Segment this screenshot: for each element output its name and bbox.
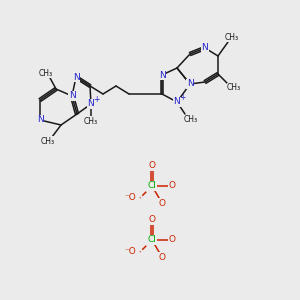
Text: N: N bbox=[202, 44, 208, 52]
Text: +: + bbox=[179, 92, 185, 101]
Text: ⁻O: ⁻O bbox=[124, 194, 136, 202]
Text: Cl: Cl bbox=[148, 182, 156, 190]
Text: O: O bbox=[148, 161, 155, 170]
Text: N: N bbox=[73, 73, 80, 82]
Text: O: O bbox=[158, 199, 166, 208]
Text: CH₃: CH₃ bbox=[227, 83, 241, 92]
Text: N: N bbox=[159, 70, 165, 80]
Text: O: O bbox=[148, 215, 155, 224]
Text: ⁻O: ⁻O bbox=[124, 248, 136, 256]
Text: N: N bbox=[37, 116, 44, 124]
Text: O: O bbox=[158, 253, 166, 262]
Text: O: O bbox=[169, 236, 176, 244]
Text: N: N bbox=[187, 80, 194, 88]
Text: O: O bbox=[169, 182, 176, 190]
Text: CH₃: CH₃ bbox=[184, 116, 198, 124]
Text: Cl: Cl bbox=[148, 236, 156, 244]
Text: N: N bbox=[88, 100, 94, 109]
Text: N: N bbox=[174, 98, 180, 106]
Text: N: N bbox=[69, 92, 75, 100]
Text: CH₃: CH₃ bbox=[41, 136, 55, 146]
Text: CH₃: CH₃ bbox=[39, 68, 53, 77]
Text: CH₃: CH₃ bbox=[84, 116, 98, 125]
Text: +: + bbox=[93, 94, 99, 103]
Text: CH₃: CH₃ bbox=[225, 32, 239, 41]
